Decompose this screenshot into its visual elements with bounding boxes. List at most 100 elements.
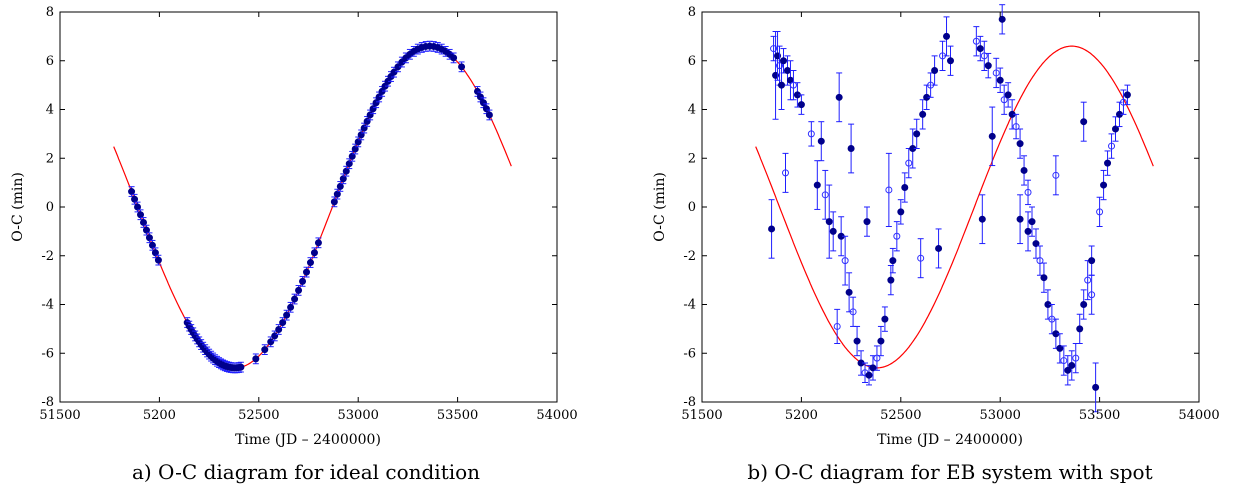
data-point [905,159,913,167]
data-point [139,218,147,226]
data-point [821,191,829,199]
data-point [261,346,269,354]
data-point [1096,208,1104,216]
y-tick-label: -4 [41,298,54,313]
data-point [333,190,341,198]
data-point [330,198,338,206]
data-point [279,319,287,327]
data-point [1108,142,1116,150]
data-point [781,169,789,177]
data-point [306,259,314,267]
data-point [336,182,344,190]
data-point [1100,181,1108,189]
x-tick-label: 52500 [880,408,921,423]
data-point [1052,171,1060,179]
y-tick-label: 2 [688,151,696,166]
panel-b-xlabel: Time (JD – 2400000) [877,432,1023,448]
data-point [348,152,356,160]
data-point [369,105,377,113]
data-point [935,244,943,252]
x-tick-label: 5200 [785,408,818,423]
data-point [372,99,380,107]
x-tick-label: 51500 [39,408,80,423]
data-point [863,218,871,226]
data-point [789,81,797,89]
data-point [134,203,142,211]
data-point [252,355,260,363]
data-point [841,257,849,265]
data-point [770,45,778,53]
data-point [877,337,885,345]
y-tick-label: -4 [683,298,696,313]
data-point [917,254,925,262]
data-point [342,167,350,175]
data-point [1064,366,1072,374]
data-point [479,99,487,107]
y-tick-label: 6 [688,54,696,69]
data-point [881,315,889,323]
data-point [154,256,162,264]
y-tick-label: 8 [688,5,696,20]
data-point [768,225,776,233]
x-tick-label: 53000 [980,408,1021,423]
data-point [458,63,466,71]
data-point [310,249,318,257]
data-point [817,137,825,145]
data-point [825,218,833,226]
data-point [1012,123,1020,131]
data-point [783,67,791,74]
panel-b-model-curve [755,45,1154,369]
x-tick-label: 53500 [437,408,478,423]
model-curve-line [113,45,512,369]
data-point [1092,383,1100,391]
data-point [363,117,371,125]
data-point [275,325,283,333]
panel-b-ylabel: O-C (min) [652,172,668,242]
data-point [476,93,484,101]
data-point [984,62,992,70]
data-point [996,76,1004,84]
data-point [978,215,986,223]
y-tick-label: 8 [46,5,54,20]
data-point [835,93,843,101]
data-point [780,57,788,65]
data-point [972,37,980,45]
data-point [351,145,359,153]
data-point [813,181,821,189]
data-point [980,52,988,60]
data-point [913,130,921,138]
y-tick-label: -6 [683,346,696,361]
data-point [366,111,374,119]
panel-b-caption: b) O-C diagram for EB system with spot [747,460,1152,484]
panel-a-data-points [128,40,493,374]
x-tick-label: 51500 [681,408,722,423]
data-point [137,211,145,219]
y-tick-label: 4 [46,103,54,118]
data-point [473,87,481,95]
data-point [1024,227,1032,235]
data-point [893,232,901,240]
y-tick-label: 4 [688,103,696,118]
data-point [314,239,322,247]
data-point [885,186,893,194]
data-point [849,308,857,316]
data-point [931,67,939,74]
data-point [998,15,1006,23]
data-point [947,57,954,65]
data-point [897,208,905,216]
data-point [1080,118,1088,126]
data-point [776,62,784,70]
data-point [299,277,307,285]
x-tick-label: 54000 [536,408,577,423]
data-point [151,249,159,257]
data-point [829,227,837,235]
data-point [375,93,383,101]
data-point [1112,125,1120,133]
data-point [145,234,153,242]
data-point [778,81,786,89]
data-point [295,286,303,294]
data-point [339,175,347,183]
panel-a-model-curve [113,45,512,369]
data-point [887,276,895,284]
